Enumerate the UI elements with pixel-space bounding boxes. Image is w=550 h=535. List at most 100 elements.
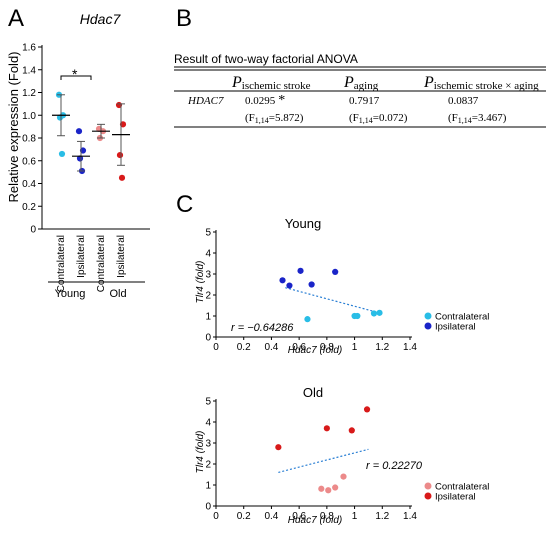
old-legend-ipsilateral: Ipsilateral bbox=[435, 492, 476, 503]
old-marks bbox=[275, 406, 371, 494]
young-title: Young bbox=[285, 216, 321, 231]
old-legend: Contralateral Ipsilateral bbox=[424, 482, 489, 503]
scatter-point bbox=[318, 485, 325, 492]
f-aging: (F1,14=0.072) bbox=[349, 112, 408, 125]
panel-a-y-ticks: 0 0.2 0.4 0.6 0.8 1.0 1.2 1.4 1.6 bbox=[22, 43, 42, 236]
panel-a-y-tick-label: 1.6 bbox=[22, 43, 36, 54]
old-title: Old bbox=[303, 385, 323, 400]
scatter-point bbox=[323, 425, 330, 432]
scatter-y-tick-label: 3 bbox=[205, 270, 211, 281]
scatter-x-tick-label: 0.2 bbox=[237, 342, 251, 353]
young-legend-marker-contralateral bbox=[424, 312, 432, 320]
young-legend-ipsilateral: Ipsilateral bbox=[435, 322, 476, 333]
scatter-x-tick-label: 0.2 bbox=[237, 511, 251, 522]
panel-a-y-tick-label: 1.2 bbox=[22, 88, 36, 99]
scatter-point bbox=[308, 281, 315, 288]
scatter-x-tick-label: 0.6 bbox=[292, 511, 306, 522]
panel-a-letter: A bbox=[8, 5, 24, 32]
panel-a-point bbox=[116, 151, 124, 159]
scatter-point bbox=[348, 427, 355, 434]
f-interaction: (F1,14=3.467) bbox=[448, 112, 507, 125]
young-marks bbox=[279, 267, 383, 323]
young-legend-marker-ipsilateral bbox=[424, 322, 432, 330]
old-axes bbox=[215, 399, 412, 507]
old-legend-marker-ipsilateral bbox=[424, 492, 432, 500]
scatter-point bbox=[304, 316, 311, 323]
young-axes bbox=[215, 230, 412, 338]
scatter-y-tick-label: 4 bbox=[205, 249, 211, 260]
panel-a-point bbox=[56, 114, 64, 121]
panel-a-y-tick-label: 0 bbox=[30, 225, 36, 236]
scatter-trend-line bbox=[285, 287, 376, 313]
panel-a-axes bbox=[41, 45, 150, 230]
scatter-x-tick-label: 0 bbox=[213, 342, 219, 353]
scatter-y-tick-label: 2 bbox=[205, 291, 211, 302]
scatter-point bbox=[286, 282, 293, 289]
panel-a-y-tick-label: 0.2 bbox=[22, 202, 36, 213]
scatter-x-tick-label: 0.6 bbox=[292, 342, 306, 353]
scatter-point bbox=[340, 473, 347, 480]
scatter-point bbox=[325, 487, 332, 494]
anova-title: Result of two-way factorial ANOVA bbox=[174, 52, 358, 66]
old-x-axis-label: Hdac7 (fold) bbox=[288, 515, 342, 526]
scatter-y-tick-label: 0 bbox=[205, 502, 211, 513]
scatter-y-tick-label: 4 bbox=[205, 418, 211, 429]
young-legend-contralateral: Contralateral bbox=[435, 312, 489, 323]
old-ticks: 0 1 2 3 4 5 0 0.2 0.4 0.6 0.8 1 1.2 1.4 bbox=[205, 397, 417, 523]
col-header-aging: Paging bbox=[343, 74, 379, 92]
p-ischemic-stroke: 0.0295 * bbox=[245, 93, 285, 108]
panel-a-y-axis-label: Relative expression (Fold) bbox=[6, 51, 21, 202]
scatter-x-tick-label: 1.2 bbox=[375, 511, 389, 522]
scatter-x-tick-label: 1 bbox=[352, 342, 358, 353]
scatter-y-tick-label: 1 bbox=[205, 481, 211, 492]
young-ticks: 0 1 2 3 4 5 0 0.2 0.4 0.6 0.8 1 1.2 1.4 bbox=[205, 228, 417, 354]
p-interaction: 0.0837 bbox=[448, 95, 479, 107]
panel-a-title: Hdac7 bbox=[80, 11, 122, 27]
panel-a-y-tick-label: 1.4 bbox=[22, 65, 36, 76]
significance-bracket bbox=[60, 75, 92, 80]
scatter-x-tick-label: 1.4 bbox=[403, 511, 417, 522]
panel-b-letter: B bbox=[176, 5, 192, 32]
scatter-point bbox=[354, 312, 361, 320]
panel-a-y-tick-label: 1.0 bbox=[22, 111, 36, 122]
panel-a-point bbox=[58, 150, 66, 158]
scatter-y-tick-label: 5 bbox=[205, 397, 211, 408]
young-legend: Contralateral Ipsilateral bbox=[424, 312, 489, 333]
significance-marker: * bbox=[72, 66, 78, 82]
young-y-axis-label: Tlr4 (fold) bbox=[195, 261, 206, 304]
scatter-y-tick-label: 5 bbox=[205, 228, 211, 239]
panel-a-point bbox=[76, 155, 84, 162]
old-legend-contralateral: Contralateral bbox=[435, 482, 489, 493]
scatter-point bbox=[297, 267, 304, 274]
panel-a-marks bbox=[52, 91, 130, 181]
scatter-point bbox=[376, 309, 383, 316]
panel-a-point bbox=[118, 174, 126, 181]
scatter-x-tick-label: 0.8 bbox=[320, 342, 334, 353]
panel-a-category-label: Ipsilateral bbox=[116, 235, 127, 278]
col-header-ischemic-stroke: Pischemic stroke bbox=[231, 74, 311, 92]
scatter-x-tick-label: 0.4 bbox=[264, 511, 278, 522]
panel-a-category-label: Contralateral bbox=[56, 235, 67, 292]
panel-a-y-tick-label: 0.4 bbox=[22, 179, 36, 190]
scatter-y-tick-label: 3 bbox=[205, 439, 211, 450]
scatter-x-tick-label: 0.4 bbox=[264, 342, 278, 353]
young-r-annotation: r = −0.64286 bbox=[231, 322, 294, 334]
scatter-point bbox=[332, 484, 339, 491]
scatter-x-tick-label: 1.4 bbox=[403, 342, 417, 353]
scatter-point bbox=[332, 268, 339, 275]
scatter-point bbox=[370, 310, 378, 317]
old-y-axis-label: Tlr4 (fold) bbox=[195, 431, 206, 474]
scatter-y-tick-label: 2 bbox=[205, 460, 211, 471]
panel-a-y-tick-label: 0.6 bbox=[22, 156, 36, 167]
panel-a-categories: Contralateral Ipsilateral Contralateral Ips… bbox=[56, 235, 127, 292]
f-ischemic-stroke: (F1,14=5.872) bbox=[245, 112, 304, 125]
scatter-point bbox=[279, 277, 286, 284]
scatter-x-tick-label: 1 bbox=[352, 511, 358, 522]
young-x-axis-label: Hdac7 (fold) bbox=[288, 345, 342, 356]
scatter-point bbox=[363, 406, 371, 413]
col-header-interaction: Pischemic stroke × aging bbox=[423, 74, 539, 92]
panel-c-letter: C bbox=[176, 191, 193, 218]
panel-a-y-tick-label: 0.8 bbox=[22, 134, 36, 145]
old-r-annotation: r = 0.22270 bbox=[366, 460, 423, 472]
